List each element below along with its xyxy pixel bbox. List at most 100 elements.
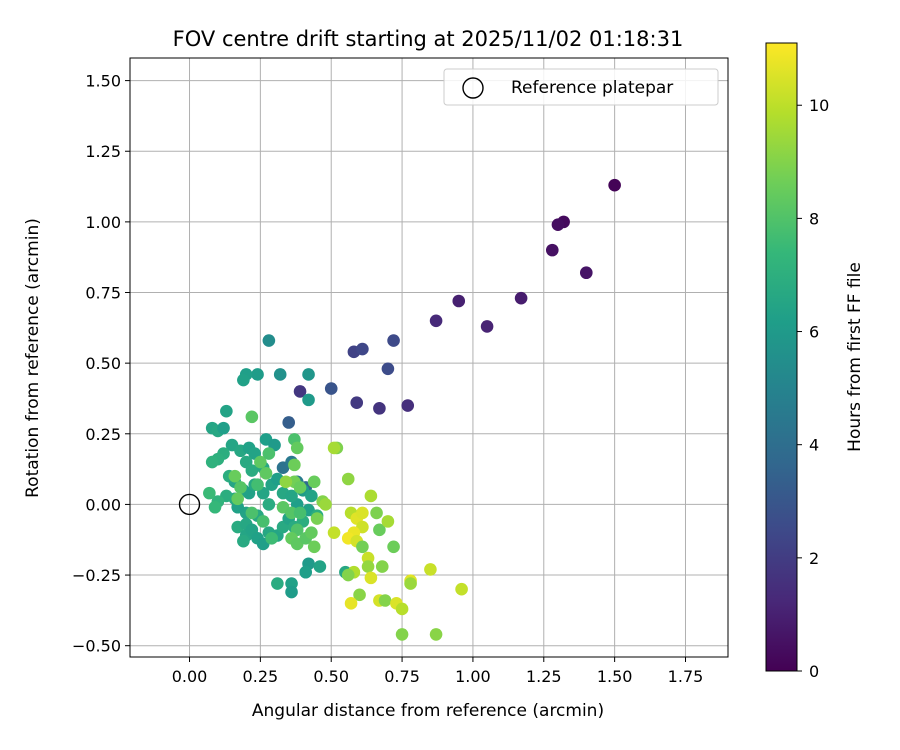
data-point: [361, 560, 375, 573]
data-point: [293, 506, 307, 520]
data-point: [290, 441, 304, 455]
colorbar-label: Hours from first FF file: [845, 262, 865, 452]
data-point: [424, 563, 437, 576]
data-point: [310, 512, 324, 525]
data-point: [245, 410, 259, 424]
y-axis-ticks: −0.50 −0.25 0.00 0.25 0.50 0.75 1.00 1.25 1.50: [72, 72, 130, 656]
data-point: [251, 478, 264, 491]
data-point: [381, 362, 395, 376]
data-point: [217, 421, 230, 435]
colorbar-tick-label: 6: [809, 323, 819, 342]
data-point: [356, 506, 369, 520]
y-tick-label: 1.25: [85, 142, 121, 161]
data-point: [307, 475, 321, 489]
reference-platepar-marker: [178, 493, 201, 516]
x-tick-label: 0.75: [384, 667, 420, 686]
data-point: [256, 515, 270, 528]
data-point: [344, 597, 358, 610]
data-point: [401, 399, 415, 412]
data-point: [285, 489, 298, 503]
data-point: [356, 342, 369, 356]
legend-label: Reference platepar: [511, 78, 673, 98]
data-point: [452, 294, 466, 308]
data-point: [273, 368, 287, 381]
x-tick-label: 1.75: [668, 667, 704, 686]
data-point: [387, 540, 400, 554]
data-point: [234, 481, 247, 494]
colorbar-tick-label: 0: [809, 662, 819, 681]
data-point: [387, 334, 400, 347]
data-point: [205, 455, 219, 469]
data-point: [350, 396, 364, 410]
data-point: [341, 472, 355, 486]
data-point: [254, 455, 267, 469]
data-point: [381, 515, 395, 528]
x-axis-label: Angular distance from reference (arcmin): [252, 701, 604, 721]
colorbar-tick-label: 8: [809, 209, 819, 228]
legend-marker: [462, 77, 484, 99]
y-tick-label: 0.75: [85, 284, 121, 303]
data-point: [429, 628, 443, 641]
data-point: [341, 568, 355, 582]
data-point: [545, 243, 559, 257]
data-point: [353, 588, 366, 602]
data-point: [231, 492, 244, 506]
data-point: [395, 602, 409, 616]
data-point: [262, 498, 276, 511]
data-point: [313, 560, 327, 573]
data-point: [373, 402, 386, 415]
data-point: [302, 393, 315, 407]
data-point: [285, 585, 298, 599]
data-point: [203, 486, 216, 500]
y-tick-label: −0.50: [72, 637, 121, 656]
colorbar-tick-label: 10: [809, 96, 829, 115]
data-point: [293, 385, 307, 398]
data-point: [220, 404, 233, 418]
data-point: [237, 534, 250, 548]
data-point: [327, 526, 341, 539]
data-point: [404, 577, 417, 590]
data-point: [429, 314, 443, 328]
data-point: [395, 628, 409, 641]
legend: Reference platepar: [443, 68, 719, 106]
colorbar-tick-label: 4: [809, 436, 819, 455]
reference-layer: [178, 493, 201, 516]
plot-frame: [129, 57, 729, 658]
data-point: [265, 532, 279, 545]
colorbar: 0 2 4 6 8 10 Hours from first FF file: [765, 42, 865, 681]
data-point: [307, 540, 321, 554]
y-tick-label: 0.50: [85, 354, 121, 373]
data-point: [262, 447, 276, 460]
data-point: [208, 500, 222, 514]
colorbar-gradient: [765, 42, 798, 672]
grid-lines: [130, 58, 728, 657]
data-point: [364, 571, 378, 585]
x-tick-label: 0.25: [243, 667, 279, 686]
x-tick-label: 1.50: [597, 667, 633, 686]
data-point: [324, 382, 338, 395]
data-point: [356, 540, 369, 554]
data-point: [288, 458, 301, 472]
y-tick-label: 0.25: [85, 425, 121, 444]
y-tick-label: 0.00: [85, 495, 121, 514]
data-point: [251, 368, 264, 381]
data-point: [282, 416, 296, 429]
data-point: [302, 368, 315, 381]
data-point: [237, 373, 250, 387]
data-point: [579, 266, 593, 280]
x-axis-ticks: 0.00 0.25 0.50 0.75 1.00 1.25 1.50 1.75: [172, 657, 704, 686]
data-point: [245, 506, 259, 520]
data-point: [551, 218, 565, 232]
x-tick-label: 1.25: [526, 667, 562, 686]
data-point: [480, 320, 494, 333]
data-point: [305, 526, 318, 539]
data-point: [455, 582, 468, 596]
chart-title: FOV centre drift starting at 2025/11/02 …: [173, 27, 684, 51]
data-point: [373, 523, 386, 537]
y-tick-label: 1.00: [85, 213, 121, 232]
data-point: [608, 178, 621, 192]
data-point: [375, 560, 389, 573]
data-point: [378, 594, 392, 607]
colorbar-ticks: 0 2 4 6 8 10: [797, 96, 829, 681]
